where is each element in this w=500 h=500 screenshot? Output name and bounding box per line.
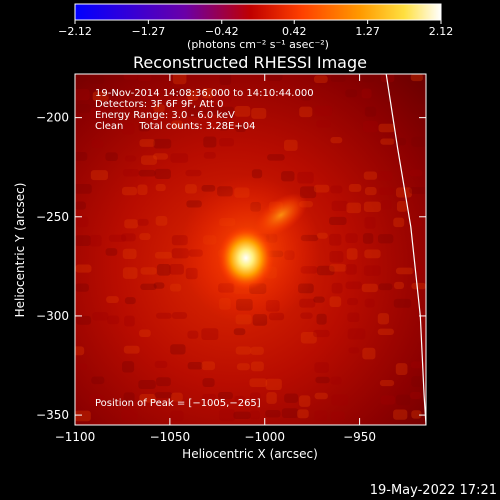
solar-limb-curve	[385, 74, 426, 425]
peak-position-label: Position of Peak = [−1005,−265]	[95, 398, 261, 409]
y-tick-label: −200	[36, 111, 69, 125]
heatmap-image	[75, 74, 426, 425]
plot-frame	[74, 73, 427, 426]
colorbar-tick-label: 0.42	[282, 25, 307, 38]
x-tick-label: −1050	[150, 430, 191, 444]
y-axis-label: Heliocentric Y (arcsec)	[13, 183, 27, 318]
colorbar-frame	[74, 3, 442, 21]
colorbar-ticks: −2.12 −1.27 −0.42 0.42 1.27 2.12	[58, 20, 453, 38]
y-tick-label: −300	[36, 309, 69, 323]
y-tick-label: −250	[36, 210, 69, 224]
colorbar-tick-label: 2.12	[429, 25, 454, 38]
x-tick-label: −1000	[244, 430, 285, 444]
x-tick-label: −1100	[55, 430, 96, 444]
colorbar-tick-label: −0.42	[205, 25, 239, 38]
colorbar-tick-label: −2.12	[58, 25, 92, 38]
annotation-energy: Energy Range: 3.0 - 6.0 keV	[95, 110, 235, 121]
x-axis-label: Heliocentric X (arcsec)	[182, 447, 318, 461]
chart-title: Reconstructed RHESSI Image	[133, 53, 367, 72]
colorbar-unit-label: (photons cm⁻² s⁻¹ asec⁻²)	[187, 38, 329, 51]
footer-timestamp: 19-May-2022 17:21	[370, 483, 497, 498]
annotation-clean: Clean Total counts: 3.28E+04	[95, 121, 255, 132]
colorbar-tick-label: 1.27	[355, 25, 380, 38]
secondary-source	[254, 193, 308, 237]
y-tick-label: −350	[36, 408, 69, 422]
colorbar-tick-label: −1.27	[132, 25, 166, 38]
colorbar-gradient	[75, 4, 441, 20]
annotation-time: 19-Nov-2014 14:08:36.000 to 14:10:44.000	[95, 88, 314, 99]
x-tick-label: −950	[343, 430, 376, 444]
annotation-detectors: Detectors: 3F 6F 9F, Att 0	[95, 99, 223, 110]
axis-ticks: −1100 −1050 −1000 −950 −200 −250 −300 −350	[36, 74, 426, 444]
peak-source	[218, 226, 274, 290]
